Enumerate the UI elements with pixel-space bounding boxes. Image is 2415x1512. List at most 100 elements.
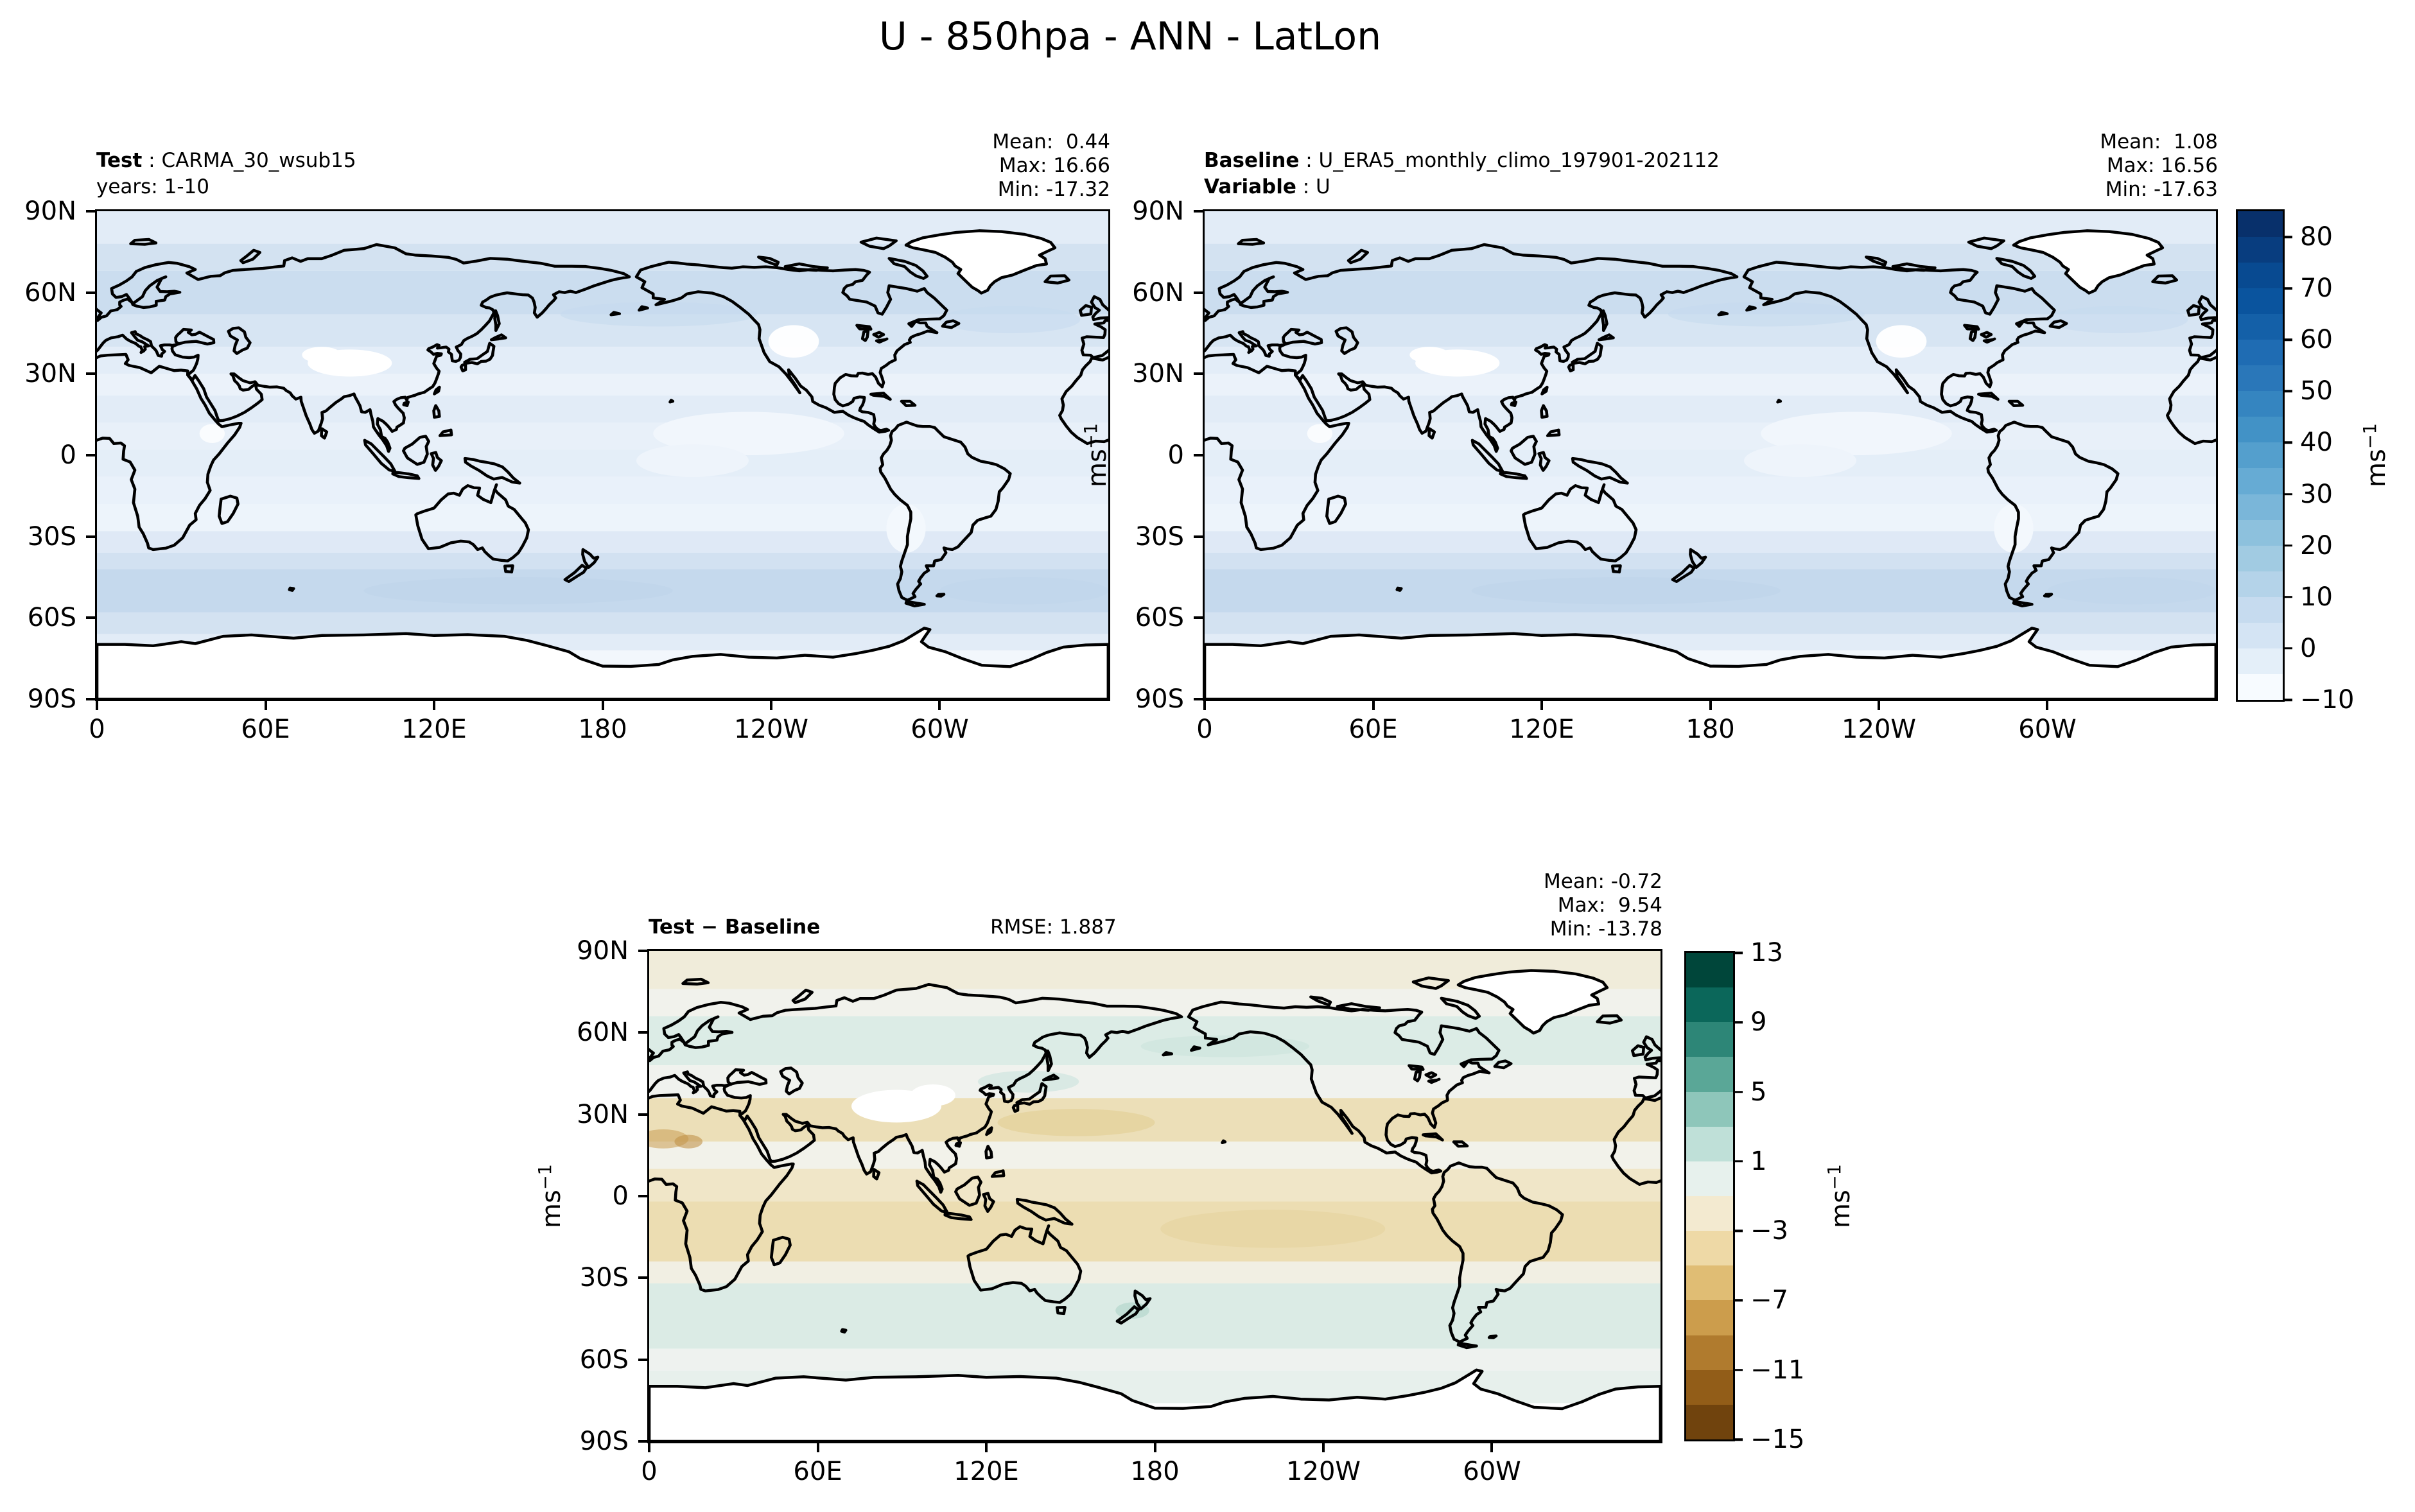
x-tick-label: 180 xyxy=(1130,1457,1180,1486)
contour-band xyxy=(1205,553,2216,569)
colorbar-segment xyxy=(2238,288,2283,315)
x-tick-label: 60W xyxy=(1463,1457,1521,1486)
contour-patch xyxy=(636,444,749,477)
y-tick-label: 90N xyxy=(1132,196,1184,226)
contour-patch xyxy=(1761,412,1952,455)
contour-band xyxy=(97,504,1108,532)
x-tick-mark xyxy=(1372,699,1375,710)
contour-band xyxy=(97,449,1108,477)
contour-band xyxy=(1205,395,2216,423)
contour-patch xyxy=(939,306,1081,333)
stat-mean: Mean: 0.44 xyxy=(992,130,1110,153)
x-tick-label: 60W xyxy=(911,715,969,744)
stat-mean: Mean: 1.08 xyxy=(2100,130,2218,153)
wind-colorbar-unit-label: ms−1 xyxy=(2360,423,2392,487)
colorbar-tick-mark xyxy=(1733,1160,1743,1163)
contour-band xyxy=(97,553,1108,569)
contour-band xyxy=(649,1065,1661,1099)
colorbar-tick-mark xyxy=(2283,287,2292,290)
y-tick-mark xyxy=(86,291,97,294)
contour-band xyxy=(1205,612,2216,634)
colorbar-segment xyxy=(2238,340,2283,366)
colorbar-segment xyxy=(1686,987,1733,1023)
contour-band xyxy=(97,422,1108,450)
y-tick-label: 60S xyxy=(1135,603,1184,633)
contour-patch xyxy=(1160,1210,1386,1248)
y-tick-mark xyxy=(638,1195,649,1197)
y-tick-label: 30N xyxy=(24,359,76,389)
contour-patch xyxy=(302,347,342,363)
x-tick-mark xyxy=(1322,1441,1325,1452)
y-tick-mark xyxy=(86,698,97,700)
wind-colorbar: 80 70 60 50 40 30 20 10 0 −10 xyxy=(2236,209,2354,715)
panel-diff: Test − Baseline RMSE: 1.887 Mean: -0.72 M… xyxy=(577,870,1662,1486)
contour-band xyxy=(649,1142,1661,1169)
contour-patch xyxy=(2047,577,2216,605)
y-tick-label: 0 xyxy=(612,1181,629,1211)
x-tick-label: 0 xyxy=(1196,715,1213,744)
y-tick-label: 0 xyxy=(60,440,76,470)
x-tick-mark xyxy=(1203,699,1206,710)
y-tick-mark xyxy=(638,1276,649,1280)
contour-patch xyxy=(939,577,1108,605)
y-tick-mark xyxy=(638,1031,649,1034)
colorbar-tick-mark xyxy=(2283,544,2292,547)
test-header: Test : CARMA_30_wsub15 years: 1-10 xyxy=(96,148,356,200)
y-tick-mark xyxy=(638,1358,649,1361)
colorbar-segment xyxy=(2238,596,2283,623)
diff-map-axes: 0 60E 120E 180 120W 60W 90N 60N 30N 0 30S 60S 90S xyxy=(577,936,1662,1486)
colorbar-tick-label: 50 xyxy=(2300,376,2333,406)
colorbar-tick-mark xyxy=(1733,1021,1743,1024)
colorbar-segment xyxy=(2238,417,2283,443)
colorbar-tick-label: 5 xyxy=(1750,1077,1767,1107)
contour-band xyxy=(1205,449,2216,477)
x-tick-label: 60E xyxy=(1348,715,1398,744)
colorbar-tick-mark xyxy=(1733,1368,1743,1371)
y-tick-label: 0 xyxy=(1167,440,1184,470)
colorbar-tick-label: 0 xyxy=(2300,633,2317,663)
colorbar-segment xyxy=(2238,391,2283,417)
colorbar-segment xyxy=(2238,648,2283,674)
stat-max: Max: 9.54 xyxy=(1557,894,1662,917)
colorbar-tick-mark xyxy=(2283,647,2292,650)
x-tick-mark xyxy=(1153,1441,1156,1452)
y-tick-label: 60N xyxy=(577,1018,629,1048)
y-tick-mark xyxy=(638,950,649,952)
colorbar-segment xyxy=(1686,1057,1733,1092)
x-tick-mark xyxy=(601,699,604,710)
contour-patch xyxy=(1668,302,1865,327)
test-years: years: 1-10 xyxy=(96,175,209,198)
contour-patch xyxy=(363,577,673,605)
contour-patch xyxy=(768,325,819,358)
x-tick-mark xyxy=(264,699,267,710)
y-tick-mark xyxy=(1194,291,1205,294)
colorbar-segment xyxy=(2238,519,2283,546)
panel-test: Test : CARMA_30_wsub15 years: 1-10 Mean: … xyxy=(24,130,1110,744)
y-tick-mark xyxy=(1194,616,1205,620)
colorbar-tick-label: −7 xyxy=(1750,1285,1788,1316)
colorbar-segment xyxy=(2238,468,2283,494)
x-tick-label: 60E xyxy=(241,715,290,744)
x-tick-mark xyxy=(2046,699,2049,710)
y-tick-mark xyxy=(86,535,97,538)
y-tick-label: 90N xyxy=(577,936,629,966)
x-tick-mark xyxy=(1540,699,1543,710)
test-stats: Mean: 0.44 Max: 16.66 Min: -17.32 xyxy=(992,130,1110,202)
x-tick-label: 120W xyxy=(1842,715,1916,744)
colorbar-segment xyxy=(2238,314,2283,340)
y-tick-label: 30N xyxy=(577,1099,629,1129)
contour-band xyxy=(649,1169,1661,1202)
baseline-map xyxy=(1205,211,2216,699)
stat-min: Min: -17.32 xyxy=(997,178,1110,201)
colorbar-segment xyxy=(1686,1231,1733,1266)
colorbar-tick-label: −15 xyxy=(1750,1425,1805,1454)
baseline-stats: Mean: 1.08 Max: 16.56 Min: -17.63 xyxy=(2100,130,2218,202)
contour-patch xyxy=(2047,306,2188,333)
diff-colorbar: 13 9 5 1 −3 −7 −11 −15 xyxy=(1684,938,1804,1454)
contour-band xyxy=(97,347,1108,374)
y-tick-label: 30S xyxy=(579,1263,629,1293)
colorbar-segment xyxy=(2238,545,2283,571)
panel-baseline: Baseline : U_ERA5_monthly_climo_197901-2… xyxy=(1132,130,2218,744)
contour-band xyxy=(97,395,1108,423)
stat-mean: Mean: -0.72 xyxy=(1544,870,1662,893)
